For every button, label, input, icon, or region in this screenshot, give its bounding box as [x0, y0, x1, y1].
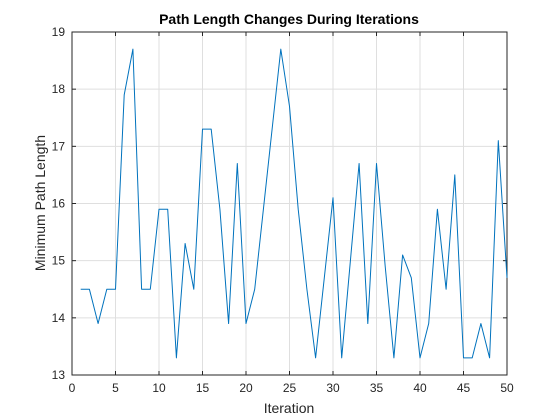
x-tick-label: 45: [457, 381, 471, 395]
y-tick-label: 19: [52, 25, 66, 39]
x-tick-label: 30: [326, 381, 340, 395]
x-tick-label: 35: [370, 381, 384, 395]
series-line: [80, 48, 508, 359]
x-tick-label: 20: [239, 381, 253, 395]
x-tick-label: 15: [196, 381, 210, 395]
y-axis-label: Minimum Path Length: [32, 135, 48, 271]
x-tick-label: 40: [413, 381, 427, 395]
x-tick-label: 10: [152, 381, 166, 395]
y-tick-label: 18: [52, 82, 66, 96]
y-tick-label: 13: [52, 368, 66, 382]
chart-title: Path Length Changes During Iterations: [159, 11, 419, 27]
x-axis-label: Iteration: [264, 400, 315, 416]
y-tick-label: 15: [52, 254, 66, 268]
x-tick-label: 5: [112, 381, 119, 395]
ticks: 0 5 10 15 20 25 30 35 40 45 50 13 14 15 16 17 18 19: [52, 25, 514, 395]
y-tick-label: 17: [52, 139, 66, 153]
series-layer: [80, 48, 508, 359]
grid: [71, 31, 508, 376]
x-tick-label: 0: [69, 381, 76, 395]
x-tick-label: 25: [283, 381, 297, 395]
y-tick-label: 16: [52, 197, 66, 211]
x-tick-label: 50: [500, 381, 514, 395]
y-tick-label: 14: [52, 311, 66, 325]
